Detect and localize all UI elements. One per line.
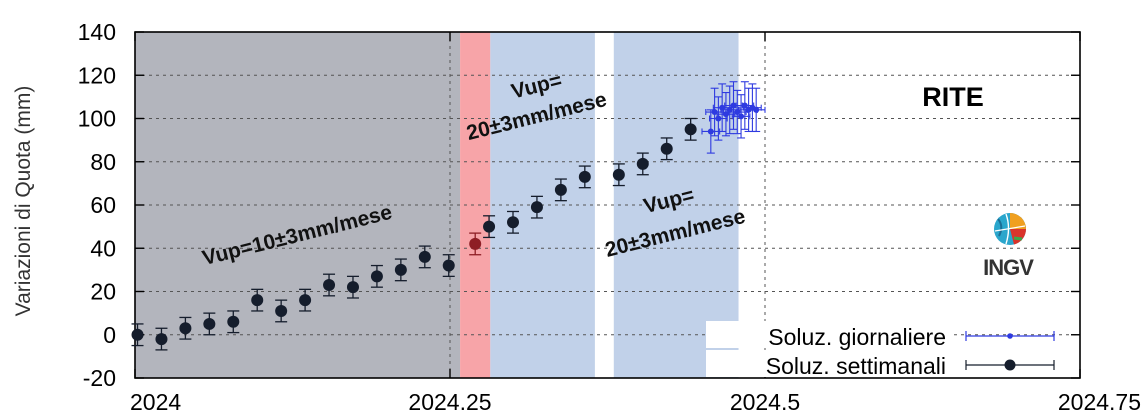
legend-entry-1: Soluz. settimanali	[706, 350, 1055, 379]
y-tick-label-4: 60	[90, 192, 116, 218]
data-point	[660, 137, 673, 161]
point-marker	[299, 294, 312, 307]
data-point	[131, 323, 144, 347]
globe-icon	[994, 213, 1026, 245]
point-marker	[418, 250, 431, 263]
y-tick-label-3: 40	[90, 235, 116, 261]
point-marker	[554, 183, 567, 196]
point-marker	[227, 315, 240, 328]
data-point	[394, 258, 407, 282]
point-marker	[323, 279, 336, 292]
point-marker	[715, 115, 722, 122]
series-1	[469, 232, 482, 256]
point-marker	[636, 157, 649, 170]
point-marker	[203, 317, 216, 330]
data-point	[418, 245, 431, 269]
data-point	[636, 152, 649, 176]
y-tick-label-6: 100	[78, 106, 116, 132]
data-point	[578, 165, 591, 189]
point-marker	[507, 216, 519, 229]
x-tick-label-2: 2024.5	[730, 389, 800, 415]
data-point	[203, 312, 216, 336]
data-point	[469, 232, 482, 256]
data-point	[323, 273, 336, 297]
data-point	[530, 195, 543, 219]
point-marker	[753, 106, 760, 113]
legend-label-background	[706, 350, 950, 377]
point-marker	[370, 270, 383, 283]
point-marker	[530, 201, 543, 214]
data-point	[275, 299, 288, 323]
data-point	[507, 210, 519, 234]
point-marker	[131, 328, 144, 341]
y-tick-label-8: 140	[78, 19, 116, 45]
legend-label-background	[706, 321, 950, 348]
series-layer	[131, 81, 766, 351]
x-tick-label-0: 2024	[130, 389, 181, 415]
data-point	[227, 310, 240, 334]
y-tick-label-7: 120	[78, 62, 116, 88]
data-point	[299, 288, 312, 312]
data-point	[746, 87, 766, 133]
chart-title: RITE	[922, 82, 984, 112]
point-marker	[734, 109, 741, 116]
data-point	[554, 178, 567, 202]
point-marker	[275, 304, 288, 317]
data-point	[251, 288, 264, 312]
data-point	[727, 89, 747, 135]
legend-marker	[1004, 359, 1016, 371]
ingv-logo-text: INGV	[983, 255, 1034, 280]
y-tick-label-2: 20	[90, 279, 116, 305]
point-marker	[578, 170, 591, 183]
series-0	[131, 117, 697, 351]
point-marker	[179, 322, 192, 335]
data-point	[179, 316, 192, 340]
point-marker	[612, 168, 625, 181]
x-tick-label-3: 2024.75	[1058, 389, 1141, 415]
legend-marker	[1007, 333, 1013, 339]
point-marker	[442, 259, 455, 272]
legend-label: Soluz. giornaliere	[768, 324, 946, 350]
y-tick-label-5: 80	[90, 149, 116, 175]
data-point	[442, 254, 455, 278]
point-marker	[251, 294, 264, 307]
y-tick-label-1: 0	[103, 322, 116, 348]
data-point	[731, 94, 751, 139]
point-marker	[660, 142, 673, 155]
data-point	[370, 264, 383, 288]
point-marker	[707, 128, 714, 135]
legend-entry-0: Soluz. giornaliere	[706, 321, 1055, 350]
point-marker	[730, 102, 737, 109]
data-point	[612, 163, 625, 187]
series-2	[701, 81, 766, 154]
legend: Soluz. giornaliere Soluz. settimanali	[706, 321, 1055, 379]
point-marker	[155, 333, 168, 346]
point-marker	[684, 123, 697, 136]
ingv-logo: INGV	[983, 213, 1035, 280]
y-tick-label-0: -20	[83, 365, 116, 391]
data-point	[684, 117, 697, 141]
point-marker	[346, 281, 359, 294]
y-axis-label: Variazioni di Quota (mm)	[12, 86, 35, 317]
grid-lines	[135, 32, 1080, 378]
point-marker	[394, 263, 407, 276]
point-marker	[469, 237, 482, 250]
x-tick-label-1: 2024.25	[408, 389, 491, 415]
point-marker	[722, 111, 729, 118]
legend-label: Soluz. settimanali	[766, 353, 946, 379]
data-point	[483, 215, 496, 239]
point-marker	[738, 113, 745, 120]
data-point	[155, 327, 168, 351]
data-point	[346, 275, 359, 299]
point-marker	[483, 220, 496, 233]
